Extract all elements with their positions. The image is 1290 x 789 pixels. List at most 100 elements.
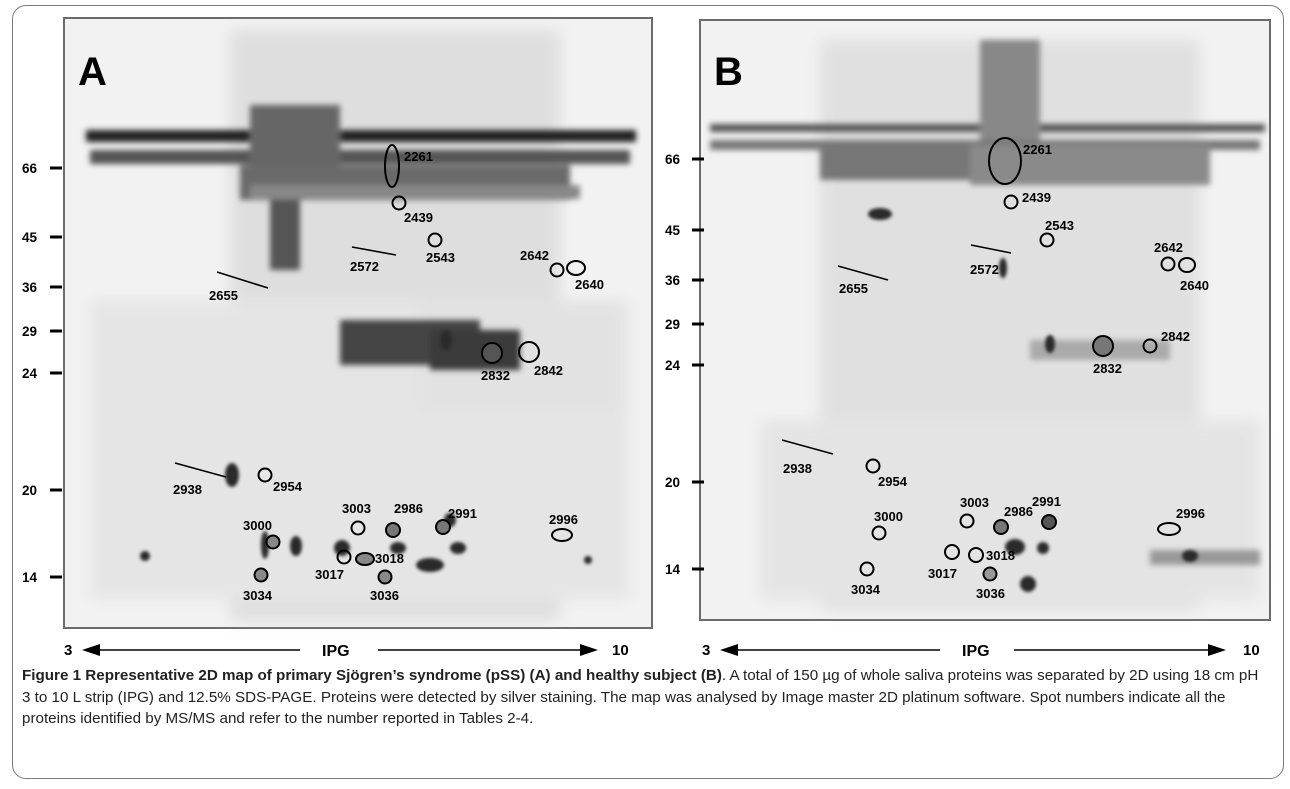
spot-label: 2996	[549, 512, 578, 527]
ipg-center-label: IPG	[962, 643, 990, 660]
spot-marker	[336, 549, 352, 565]
gel-image-a	[63, 17, 653, 629]
spot-marker	[551, 528, 573, 542]
spot-label: 2439	[1022, 190, 1051, 205]
spot-label: 2991	[1032, 494, 1061, 509]
ipg-right-label: 10	[1243, 642, 1260, 659]
spot-label: 2655	[839, 281, 868, 296]
mw-axis-b: 66 45 36 29 24 20 14	[665, 152, 704, 577]
spot-marker	[435, 519, 451, 535]
gel-image-b	[699, 19, 1271, 621]
figure-caption: Figure 1 Representative 2D map of primar…	[22, 665, 1267, 730]
spot-marker	[253, 567, 269, 583]
spot-annotations-a: 2261 2439 2543 2572 2642 2640 2655 2832 …	[173, 144, 604, 603]
panel-letter-a: A	[78, 50, 107, 94]
spot-label: 3036	[976, 586, 1005, 601]
spot-label: 3034	[851, 582, 881, 597]
spot-marker	[968, 547, 984, 563]
mw-label: 66	[665, 152, 681, 167]
spot-marker	[1092, 335, 1114, 357]
spot-label: 2261	[1023, 142, 1052, 157]
spot-marker	[1178, 257, 1196, 273]
spot-label: 3018	[986, 548, 1015, 563]
spot-label: 2572	[350, 259, 379, 274]
spot-label: 2954	[273, 479, 303, 494]
mw-label: 45	[22, 230, 38, 245]
spot-marker	[385, 522, 401, 538]
ipg-left-label: 3	[64, 642, 72, 659]
spot-marker	[988, 137, 1022, 185]
ipg-axis-b: 3 IPG 10	[702, 642, 1260, 660]
mw-label: 24	[665, 358, 681, 373]
spot-marker	[257, 467, 273, 483]
spot-marker	[993, 519, 1009, 535]
spot-marker	[1160, 256, 1176, 272]
spot-label: 3017	[315, 567, 344, 582]
spot-label: 2640	[1180, 278, 1209, 293]
spot-marker	[1157, 522, 1181, 536]
spot-marker	[355, 552, 375, 566]
mw-label: 14	[22, 570, 38, 585]
spot-label: 2842	[1161, 329, 1190, 344]
spot-marker	[549, 262, 565, 278]
spot-marker	[1003, 194, 1019, 210]
spot-label: 3000	[243, 518, 272, 533]
spot-label: 2832	[481, 368, 510, 383]
ipg-axis-a: 3 IPG 10	[64, 642, 629, 660]
spot-label: 2642	[1154, 240, 1183, 255]
spot-label: 2954	[878, 474, 908, 489]
spot-label: 3003	[342, 501, 371, 516]
spot-label: 2642	[520, 248, 549, 263]
spot-label: 3036	[370, 588, 399, 603]
spot-marker	[944, 544, 960, 560]
spot-label: 2991	[448, 506, 477, 521]
spot-marker	[1039, 232, 1055, 248]
spot-marker	[1041, 514, 1057, 530]
spot-marker	[859, 561, 875, 577]
mw-label: 36	[22, 280, 38, 295]
spot-label: 2439	[404, 210, 433, 225]
spot-label: 2986	[1004, 504, 1033, 519]
spot-label: 3003	[960, 495, 989, 510]
spot-marker	[384, 144, 400, 188]
mw-axis-a: 66 45 36 29 24 20 14	[22, 161, 62, 585]
spot-marker	[427, 232, 443, 248]
mw-label: 14	[665, 562, 681, 577]
figure-frame	[12, 5, 1284, 779]
mw-label: 20	[22, 483, 37, 498]
mw-label: 29	[22, 324, 37, 339]
spot-annotations-b: 2261 2439 2543 2572 2642 2640 2655 2832 …	[781, 137, 1209, 601]
ipg-center-label: IPG	[322, 643, 350, 660]
spot-marker	[1142, 338, 1158, 354]
mw-label: 45	[665, 223, 681, 238]
ipg-left-label: 3	[702, 642, 710, 659]
spot-label: 3000	[874, 509, 903, 524]
ipg-right-label: 10	[612, 642, 629, 659]
spot-label: 2655	[209, 288, 238, 303]
spot-label: 3034	[243, 588, 273, 603]
spot-label: 2640	[575, 277, 604, 292]
spot-marker	[959, 513, 975, 529]
panel-letter-b: B	[714, 50, 743, 94]
caption-title: Figure 1 Representative 2D map of primar…	[22, 667, 722, 684]
spot-marker	[982, 566, 998, 582]
spot-label: 2543	[1045, 218, 1074, 233]
spot-label: 2842	[534, 363, 563, 378]
spot-marker	[350, 520, 366, 536]
mw-label: 36	[665, 273, 681, 288]
spot-label: 2986	[394, 501, 423, 516]
spot-marker	[391, 195, 407, 211]
spot-label: 2832	[1093, 361, 1122, 376]
spot-marker	[865, 458, 881, 474]
caption-body: . A total of 150 µg of whole saliva prot…	[22, 667, 1259, 727]
spot-label: 2543	[426, 250, 455, 265]
spot-marker	[377, 569, 393, 585]
spot-marker	[518, 341, 540, 363]
spot-label: 2938	[783, 461, 812, 476]
spot-marker	[871, 525, 887, 541]
mw-label: 20	[665, 475, 680, 490]
spot-label: 2938	[173, 482, 202, 497]
mw-label: 24	[22, 366, 38, 381]
spot-label: 3018	[375, 551, 404, 566]
